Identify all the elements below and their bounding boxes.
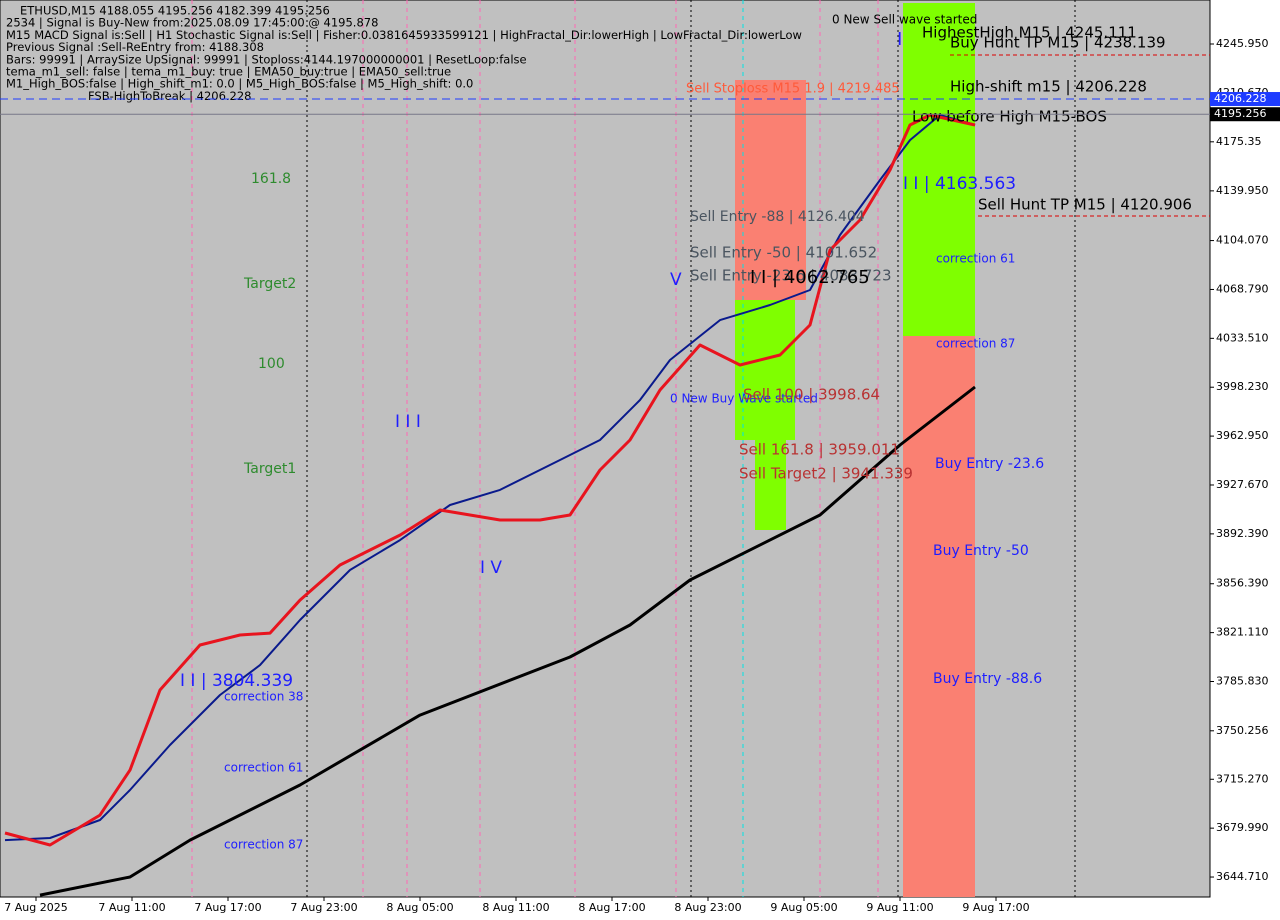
y-tick-label: 4139.950 [1216,184,1269,197]
sell-zone [903,336,975,897]
header-line: Bars: 99991 | ArraySize UpSignal: 99991 … [6,52,527,66]
annotation: I I | 3804.339 [180,671,293,691]
annotation: Buy Entry -23.6 [935,456,1044,472]
header-line: 2534 | Signal is Buy-New from:2025.08.09… [6,16,378,30]
lines [4,113,976,897]
annotation: Low before High M15-BOS [912,108,1107,126]
x-tick-label: 7 Aug 2025 [4,901,67,914]
annotation: I I | 4163.563 [903,174,1016,194]
x-tick-label: 7 Aug 23:00 [290,901,357,914]
y-tick-label: 3962.950 [1216,429,1269,442]
y-tick-label: 4068.790 [1216,282,1269,295]
buy-zone [755,440,786,530]
annotation: I I I [395,412,421,432]
y-tick-label: 3927.670 [1216,478,1269,491]
annotation: Sell 100 | 3998.64 [743,386,880,404]
annotation: Sell Hunt TP M15 | 4120.906 [978,196,1192,214]
annotation: Buy Hunt TP M15 | 4238.139 [950,34,1166,52]
y-tick-label: 4033.510 [1216,331,1269,344]
x-tick-label: 8 Aug 17:00 [578,901,645,914]
x-tick-label: 9 Aug 17:00 [962,901,1029,914]
buy-zone [903,3,975,336]
price-label: 4206.228 [1214,92,1267,105]
header-line: M1_High_BOS:false | High_shift_m1: 0.0 |… [6,77,473,91]
y-tick-label: 4245.950 [1216,37,1269,50]
x-tick-label: 9 Aug 11:00 [866,901,933,914]
header-line: tema_m1_sell: false | tema_m1_buy: true … [6,65,451,79]
y-tick-label: 3892.390 [1216,527,1269,540]
y-tick-label: 3679.990 [1216,821,1269,834]
annotation: 100 [258,356,285,372]
annotation: 161.8 [251,171,291,187]
annotation: Sell Entry -23.6 | 4083.723 [690,267,892,285]
ma-line [4,113,976,847]
labels: ETHUSD,M15 4188.055 4195.256 4182.399 41… [6,4,1192,852]
annotation: I I | 4062.765 [750,267,870,288]
annotation: Sell Entry -88 | 4126.404 [690,209,865,225]
ma-line [4,114,976,842]
annotation: Buy Entry -88.6 [933,671,1042,687]
buy-zone [735,300,795,440]
y-tick-label: 3998.230 [1216,380,1269,393]
annotation: I V [480,558,502,578]
annotation: Target1 [243,461,296,477]
y-tick-label: 3715.270 [1216,772,1269,785]
annotation: V [670,270,682,290]
x-tick-label: 8 Aug 05:00 [386,901,453,914]
annotation: correction 87 [936,337,1015,351]
sell-zone [735,80,806,300]
x-tick-label: 7 Aug 17:00 [194,901,261,914]
annotation: correction 38 [224,690,303,704]
annotation: Sell 161.8 | 3959.011 [739,441,900,459]
ma-line [39,385,976,897]
x-tick-label: 8 Aug 23:00 [674,901,741,914]
annotation: I [897,29,902,50]
annotation: Sell Target2 | 3941.339 [739,465,913,483]
annotation: correction 87 [224,838,303,852]
y-tick-label: 4104.070 [1216,234,1269,247]
y-tick-label: 3750.256 [1216,724,1269,737]
annotation: Buy Entry -50 [933,543,1029,559]
y-tick-label: 3785.830 [1216,675,1269,688]
annotation: correction 61 [224,761,303,775]
header-line: FSB-HighToBreak | 4206.228 [88,89,252,103]
y-tick-label: 4175.35 [1216,135,1262,148]
time-axis-bg [0,897,1280,920]
header-line: Previous Signal :Sell-ReEntry from: 4188… [6,40,264,54]
x-tick-label: 9 Aug 05:00 [770,901,837,914]
y-tick-label: 3644.710 [1216,870,1269,883]
annotation: High-shift m15 | 4206.228 [950,78,1147,96]
x-tick-label: 8 Aug 11:00 [482,901,549,914]
price-box [1210,107,1280,122]
annotation: Sell Stoploss M15 1.9 | 4219.485 [686,82,900,97]
price-label: 4195.256 [1214,107,1267,120]
chart-frame [0,0,1211,898]
annotation: Target2 [243,276,296,292]
annotation: 0 New Sell wave started [832,13,977,27]
price-box [1210,92,1280,107]
header-line: M15 MACD Signal is:Sell | H1 Stochastic … [6,28,802,42]
y-tick-label: 3821.110 [1216,626,1269,639]
price-axis-bg [1210,0,1280,920]
y-tick-label: 3856.390 [1216,577,1269,590]
annotation: correction 61 [936,252,1015,266]
annotation: Sell Entry -50 | 4101.652 [690,244,877,262]
annotation: 0 New Buy Wave started [670,392,818,406]
header-line: ETHUSD,M15 4188.055 4195.256 4182.399 41… [20,4,330,18]
x-tick-label: 7 Aug 11:00 [98,901,165,914]
annotation: HighestHigh M15 | 4245.111 [922,24,1137,42]
zones [735,3,975,897]
